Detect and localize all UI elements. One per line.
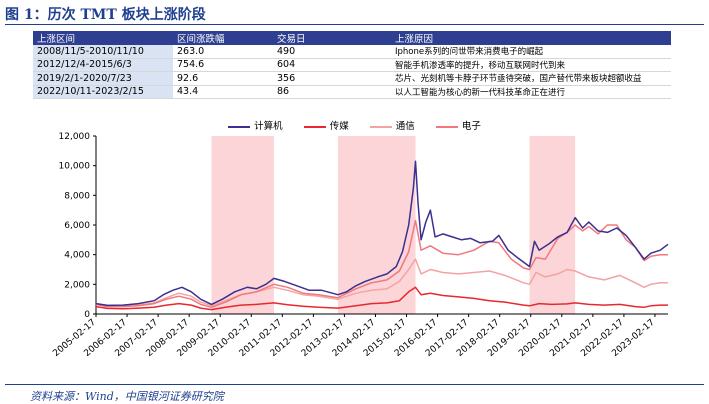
header-range: 上涨区间 [33,31,173,45]
title-rule [5,24,704,25]
shaded-period [211,136,274,314]
series-line-media [95,286,668,311]
cell-days: 356 [273,71,391,86]
shaded-period [529,136,576,314]
y-tick-label: 10,000 [59,162,91,172]
legend-item-electronics: 电子 [435,118,481,132]
header-reason: 上涨原因 [391,31,671,45]
legend-swatch-electronics [435,125,458,128]
legend-label-telecom: 通信 [395,121,415,132]
series-line-telecom [95,258,668,307]
cell-days: 86 [273,85,391,99]
series-line-electronics [95,219,668,309]
cell-days: 604 [273,58,391,72]
y-tick-label: 0 [84,310,90,320]
cell-range: 2008/11/5-2010/11/10 [33,45,173,59]
header-days: 交易日 [273,31,391,45]
legend-item-telecom: 通信 [369,118,415,132]
cell-range: 2019/2/1-2020/7/23 [33,71,173,86]
cell-change: 263.0 [173,45,273,59]
legend-label-electronics: 电子 [461,121,481,132]
source-rule [5,384,704,385]
table-header-row: 上涨区间 区间涨跌幅 交易日 上涨原因 [33,31,671,45]
cell-change: 43.4 [173,85,273,99]
table-row: 2008/11/5-2010/11/10 263.0 490 Iphone系列的… [33,45,671,59]
y-tick-label: 12,000 [59,132,91,142]
figure-title: 图 1：历次 TMT 板块上涨阶段 [5,7,206,23]
source-note: 资料来源：Wind，中国银河证券研究院 [30,390,224,403]
cell-reason: Iphone系列的问世带来消费电子的崛起 [391,45,671,59]
cell-reason: 芯片、光刻机等卡脖子环节亟待突破，国产替代带来板块超额收益 [391,71,671,86]
cell-reason: 以人工智能为核心的新一代科技革命正在进行 [391,85,671,99]
table-row: 2012/12/4-2015/6/3 754.6 604 智能手机渗透率的提升，… [33,58,671,72]
cell-change: 92.6 [173,71,273,86]
legend-label-computer: 计算机 [254,121,283,132]
legend-label-media: 传媒 [329,121,349,132]
y-tick-label: 2,000 [64,280,90,290]
line-chart: 02,0004,0006,0008,00010,00012,0002005-02… [51,132,669,359]
cell-range: 2012/12/4-2015/6/3 [33,58,173,72]
table-row: 2019/2/1-2020/7/23 92.6 356 芯片、光刻机等卡脖子环节… [33,71,671,86]
y-tick-label: 8,000 [64,191,90,201]
shaded-period [337,136,416,314]
rally-phases-table: 上涨区间 区间涨跌幅 交易日 上涨原因 2008/11/5-2010/11/10… [33,31,671,99]
cell-days: 490 [273,45,391,59]
legend-swatch-telecom [369,125,392,128]
cell-reason: 智能手机渗透率的提升，移动互联网时代到来 [391,58,671,72]
chart-legend: 计算机 传媒 通信 电子 [0,118,709,132]
table-row: 2022/10/11-2023/2/15 43.4 86 以人工智能为核心的新一… [33,85,671,99]
legend-item-media: 传媒 [303,118,349,132]
cell-change: 754.6 [173,58,273,72]
header-change: 区间涨跌幅 [173,31,273,45]
y-tick-label: 4,000 [64,251,90,261]
cell-range: 2022/10/11-2023/2/15 [33,85,173,99]
series-line-computer [95,160,669,307]
legend-swatch-media [303,125,326,128]
y-tick-label: 6,000 [64,221,90,231]
legend-item-computer: 计算机 [228,118,283,132]
legend-swatch-computer [228,125,251,128]
